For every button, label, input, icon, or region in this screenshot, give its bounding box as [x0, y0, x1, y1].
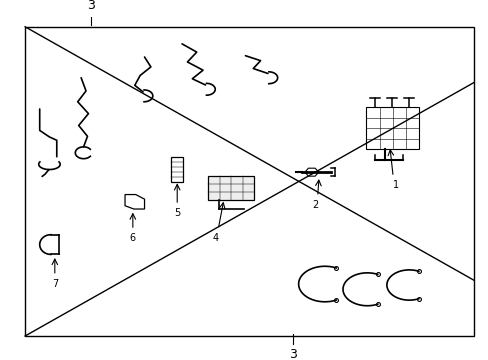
- Text: 2: 2: [312, 200, 318, 210]
- Text: 4: 4: [212, 233, 218, 243]
- Bar: [366, 107, 418, 149]
- Text: 3: 3: [87, 0, 95, 12]
- Text: 5: 5: [174, 208, 180, 219]
- Text: 1: 1: [392, 180, 398, 190]
- Text: 7: 7: [52, 279, 58, 289]
- Text: 3: 3: [289, 348, 297, 360]
- Bar: [171, 157, 183, 182]
- Bar: [208, 176, 254, 201]
- Text: 6: 6: [129, 233, 136, 243]
